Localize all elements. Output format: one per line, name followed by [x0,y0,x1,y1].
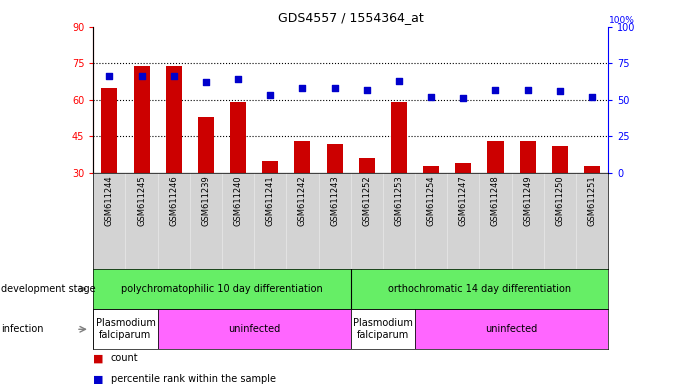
Text: GSM611251: GSM611251 [587,176,596,226]
Point [393,78,404,84]
Text: percentile rank within the sample: percentile rank within the sample [111,374,276,384]
Text: infection: infection [1,324,44,334]
Text: uninfected: uninfected [228,324,281,334]
Text: uninfected: uninfected [486,324,538,334]
Text: GSM611242: GSM611242 [298,176,307,226]
Bar [230,102,246,173]
Text: polychromatophilic 10 day differentiation: polychromatophilic 10 day differentiatio… [121,284,323,294]
Bar [455,163,471,173]
Bar [102,88,117,173]
Bar [294,141,310,173]
Text: GSM611253: GSM611253 [395,176,404,227]
Text: GSM611246: GSM611246 [169,176,178,227]
Text: GSM611254: GSM611254 [426,176,435,226]
Text: Plasmodium
falciparum: Plasmodium falciparum [353,318,413,340]
Text: GSM611245: GSM611245 [137,176,146,226]
Text: 100%: 100% [609,17,635,25]
Point [297,85,308,91]
Bar [359,158,375,173]
Point [200,79,211,85]
Point [361,86,372,93]
Text: ■: ■ [93,374,104,384]
Bar [423,166,439,173]
Bar [391,102,407,173]
Point [168,73,179,79]
Bar [158,309,351,349]
Text: development stage: development stage [1,284,95,294]
Text: ■: ■ [93,353,104,363]
Text: GSM611247: GSM611247 [459,176,468,227]
Bar [93,309,158,349]
Bar [552,146,568,173]
Text: GSM611252: GSM611252 [362,176,371,226]
Bar [520,141,536,173]
Text: GSM611248: GSM611248 [491,176,500,227]
Bar [198,117,214,173]
Text: count: count [111,353,138,363]
Point [587,94,598,100]
Point [329,85,340,91]
Bar [262,161,278,173]
Text: GSM611240: GSM611240 [234,176,243,226]
Point [426,94,437,100]
Text: Plasmodium
falciparum: Plasmodium falciparum [95,318,155,340]
Point [136,73,147,79]
Text: GSM611239: GSM611239 [201,176,210,227]
Text: GSM611249: GSM611249 [523,176,532,226]
Bar [584,166,600,173]
Bar [415,309,608,349]
Text: orthochromatic 14 day differentiation: orthochromatic 14 day differentiation [388,284,571,294]
Point [522,86,533,93]
Point [265,93,276,99]
Bar [327,144,343,173]
Point [490,86,501,93]
Bar [133,66,149,173]
Bar [351,309,415,349]
Point [554,88,565,94]
Text: GSM611241: GSM611241 [266,176,275,226]
Point [233,76,244,83]
Bar [487,141,504,173]
Bar [166,66,182,173]
Text: GSM611243: GSM611243 [330,176,339,227]
Point [104,73,115,79]
Text: GSM611250: GSM611250 [556,176,565,226]
Text: GSM611244: GSM611244 [105,176,114,226]
Point [457,95,468,101]
Title: GDS4557 / 1554364_at: GDS4557 / 1554364_at [278,11,424,24]
